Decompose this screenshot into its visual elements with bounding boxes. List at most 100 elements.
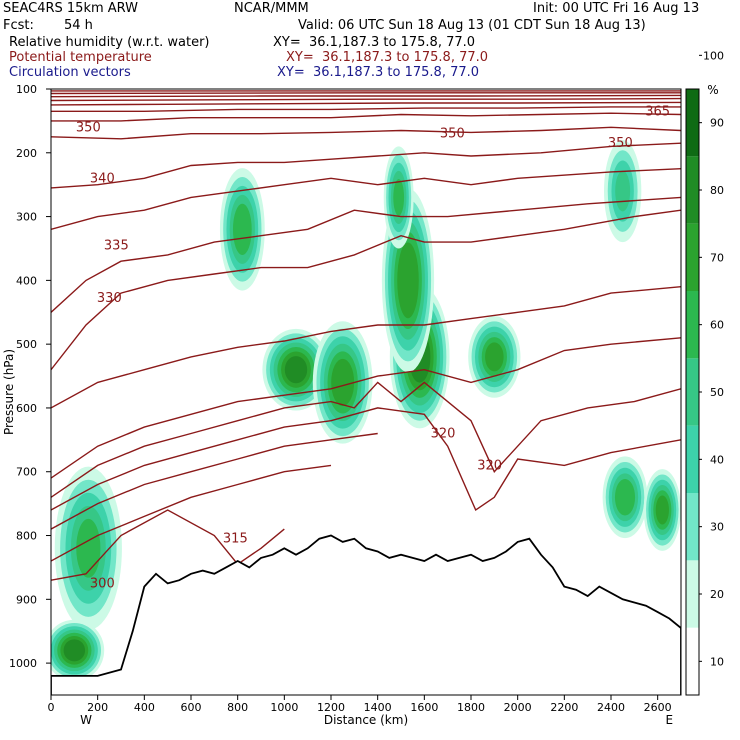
rh-shade xyxy=(232,203,252,255)
theta-contour xyxy=(51,286,681,409)
x-axis-label: Distance (km) xyxy=(324,713,408,727)
theta-contour xyxy=(51,94,681,98)
y-axis-label: Pressure (hPa) xyxy=(2,349,16,435)
theta-contour xyxy=(51,381,681,498)
y-tick-label: 700 xyxy=(16,466,37,479)
x-tick-label: 800 xyxy=(227,701,248,714)
field-vector-xy: XY= 36.1,187.3 to 175.8, 77.0 xyxy=(277,65,480,80)
colorbar-tick-label: 30 xyxy=(710,521,724,534)
x-tick-label: 2200 xyxy=(550,701,578,714)
x-tick-label: 0 xyxy=(48,701,55,714)
x-tick-label: 2000 xyxy=(504,701,532,714)
field-rh-name: Relative humidity (w.r.t. water) xyxy=(9,35,210,50)
rh-shade xyxy=(284,356,308,384)
x-tick-label: 600 xyxy=(181,701,202,714)
colorbar-tick-label: 40 xyxy=(710,453,724,466)
y-tick-label: 800 xyxy=(16,530,37,543)
y-tick-label: 600 xyxy=(16,402,37,415)
colorbar-segment xyxy=(686,89,699,157)
colorbar-tick-label: 10 xyxy=(710,655,724,668)
colorbar-tick-label: 70 xyxy=(710,251,724,264)
x-tick-label: 200 xyxy=(87,701,108,714)
x-tick-label: 1200 xyxy=(317,701,345,714)
colorbar-segment xyxy=(686,156,699,224)
org-label: NCAR/MMM xyxy=(234,1,309,16)
x-tick-label: 400 xyxy=(134,701,155,714)
east-label: E xyxy=(666,713,674,727)
colorbar-tick-label: 80 xyxy=(710,184,724,197)
terrain xyxy=(51,534,681,695)
west-label: W xyxy=(80,713,92,727)
theta-contour xyxy=(51,126,681,140)
model-title: SEAC4RS 15km ARW xyxy=(3,1,139,16)
theta-contour xyxy=(51,106,681,112)
rh-shade xyxy=(614,478,636,516)
theta-contour-label: 350 xyxy=(608,136,633,151)
x-tick-label: 1000 xyxy=(270,701,298,714)
forecast-hours: 54 h xyxy=(64,18,93,33)
theta-contour xyxy=(51,509,285,581)
theta-contour-label: 315 xyxy=(223,532,248,547)
colorbar-segment xyxy=(686,425,699,493)
colorbar-tick-label: 100 xyxy=(703,49,724,62)
field-theta-xy: XY= 36.1,187.3 to 175.8, 77.0 xyxy=(286,50,489,65)
colorbar-unit: % xyxy=(707,83,718,97)
theta-contour-label: 335 xyxy=(104,238,129,253)
theta-contour xyxy=(51,168,681,230)
y-tick-label: 400 xyxy=(16,274,37,287)
x-tick-label: 1800 xyxy=(457,701,485,714)
y-tick-label: 100 xyxy=(16,83,37,96)
theta-contour-label: 350 xyxy=(440,127,465,142)
colorbar-tick-label: 60 xyxy=(710,319,724,332)
y-tick-label: 200 xyxy=(16,147,37,160)
colorbar-segment xyxy=(686,358,699,426)
theta-contour xyxy=(51,209,681,371)
rh-shade xyxy=(615,170,631,212)
rh-shade xyxy=(397,242,419,319)
field-theta-name: Potential temperature xyxy=(9,50,152,65)
y-tick-label: 900 xyxy=(16,593,37,606)
x-tick-label: 1400 xyxy=(364,701,392,714)
theta-contour xyxy=(51,407,681,512)
theta-contour xyxy=(51,142,681,189)
theta-contour xyxy=(51,92,681,95)
colorbar-segment xyxy=(686,560,699,628)
colorbar-tick-label: 90 xyxy=(710,117,724,130)
x-tick-label: 1600 xyxy=(410,701,438,714)
y-tick-label: 300 xyxy=(16,211,37,224)
rh-shade xyxy=(393,179,405,216)
theta-contour xyxy=(51,432,378,530)
theta-contour xyxy=(51,101,681,106)
plot-frame xyxy=(50,88,682,696)
theta-contour xyxy=(51,464,332,562)
theta-contour xyxy=(51,112,681,122)
colorbar-tick-label: 20 xyxy=(710,588,724,601)
theta-contour-label: 340 xyxy=(90,171,115,186)
y-tick-label: 1000 xyxy=(9,657,37,670)
colorbar-segment xyxy=(686,291,699,359)
colorbar-segment xyxy=(686,493,699,561)
theta-contour xyxy=(51,196,681,313)
colorbar-tick-label: 50 xyxy=(710,386,724,399)
rh-shade xyxy=(485,342,504,372)
theta-contour-label: 320 xyxy=(431,426,456,441)
theta-contour-label: 330 xyxy=(97,291,122,306)
theta-contour-label: 320 xyxy=(477,458,502,473)
x-tick-label: 2400 xyxy=(597,701,625,714)
rh-shade xyxy=(63,639,86,662)
x-tick-label: 2600 xyxy=(644,701,672,714)
y-tick-label: 500 xyxy=(16,338,37,351)
rh-shade xyxy=(331,358,355,406)
field-vector-name: Circulation vectors xyxy=(9,65,131,80)
colorbar-segment xyxy=(686,223,699,291)
colorbar-segment xyxy=(686,627,699,695)
theta-contour-label: 300 xyxy=(90,576,115,591)
forecast-label: Fcst: xyxy=(3,18,34,33)
theta-contour xyxy=(51,97,681,102)
rh-shade xyxy=(655,495,669,525)
theta-contour-label: 350 xyxy=(76,120,101,135)
init-time: Init: 00 UTC Fri 16 Aug 13 xyxy=(533,1,700,16)
rh-shade xyxy=(76,518,101,578)
valid-time: Valid: 06 UTC Sun 18 Aug 13 (01 CDT Sun … xyxy=(298,18,646,33)
